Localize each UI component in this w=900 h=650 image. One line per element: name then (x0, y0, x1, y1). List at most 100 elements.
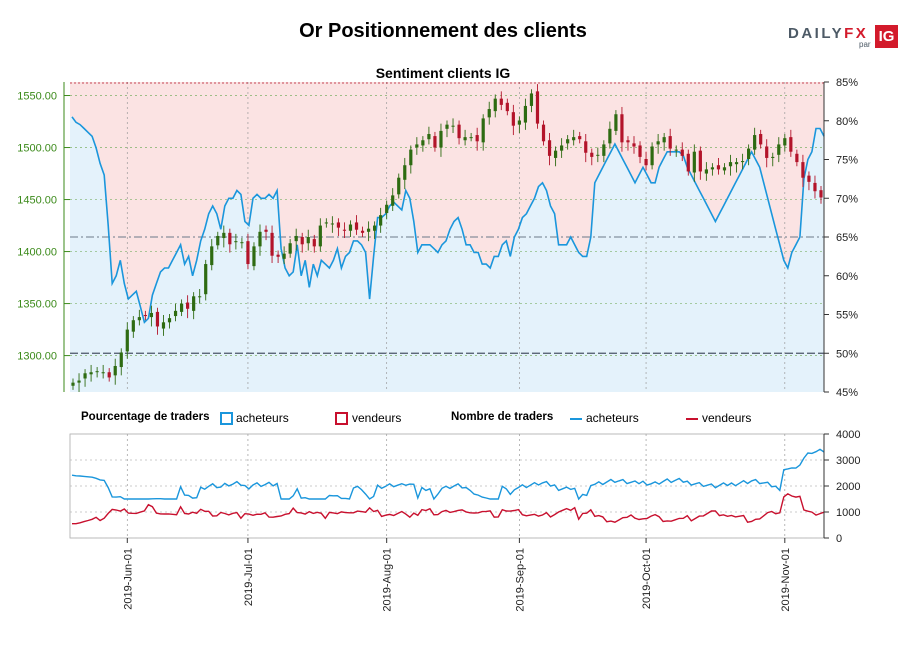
candle-body (801, 162, 805, 178)
candle-body (481, 118, 485, 143)
sentiment-axis-label: 85% (836, 77, 858, 89)
logo-wordmark: DAILYFX (788, 25, 868, 42)
candle-body (759, 134, 763, 145)
price-candle (95, 367, 99, 378)
candle-body (632, 143, 636, 147)
price-candle (469, 132, 473, 142)
price-candle (632, 136, 636, 154)
price-candle (523, 98, 528, 130)
price-candle (119, 348, 123, 376)
candle-body (626, 140, 630, 143)
price-candle (716, 157, 721, 175)
price-candle (626, 136, 630, 151)
candle-body (330, 223, 334, 225)
price-candle (71, 378, 75, 390)
candle-body (771, 156, 775, 158)
price-candle (312, 234, 316, 253)
price-candle (734, 157, 739, 173)
price-candle (493, 94, 497, 118)
candle-body (306, 237, 310, 244)
candle-body (258, 231, 262, 247)
price-candle (409, 145, 413, 174)
candle-body (113, 365, 117, 376)
price-candle (584, 134, 588, 163)
candle-body (789, 137, 793, 152)
price-candle (475, 127, 479, 151)
price-candle (324, 218, 328, 228)
price-candle (282, 246, 286, 265)
price-candle (198, 289, 202, 304)
legend-pct-short-swatch (335, 412, 348, 425)
price-candle (662, 132, 666, 151)
candle-body (89, 372, 93, 375)
price-candle (451, 118, 455, 133)
candle-body (167, 318, 172, 323)
price-candle (397, 173, 401, 199)
price-candle (222, 225, 226, 248)
candle-body (584, 141, 588, 153)
price-candle (228, 228, 232, 253)
legend-num-short: vendeurs (702, 411, 752, 425)
candle-body (668, 136, 672, 149)
date-axis-label: 2019-Jul-01 (243, 548, 255, 606)
candle-body (433, 136, 437, 148)
candle-body (783, 138, 787, 146)
candle-body (342, 229, 347, 231)
price-candle (511, 104, 515, 136)
candle-body (373, 225, 377, 231)
price-candle (252, 242, 256, 271)
candle-body (819, 190, 823, 198)
price-candle (433, 131, 437, 152)
candle-body (210, 246, 214, 266)
price-candle (801, 154, 805, 188)
price-candle (167, 313, 172, 329)
price-candle (578, 131, 582, 144)
candle-body (155, 311, 160, 327)
price-candle (143, 310, 147, 321)
candle-body (107, 372, 111, 378)
price-candle (330, 216, 334, 233)
candle-body (186, 302, 190, 309)
candle-body (493, 98, 497, 112)
candle-body (572, 137, 576, 141)
price-candle (686, 149, 690, 176)
candle-body (264, 229, 268, 232)
candle-body (765, 146, 769, 158)
candle-body (457, 124, 461, 139)
candle-body (578, 136, 582, 140)
candle-body (710, 167, 715, 170)
sentiment-axis-label: 75% (836, 155, 858, 167)
candle-body (360, 230, 365, 233)
candle-body (173, 310, 178, 317)
candle-body (716, 165, 721, 170)
price-candle (572, 129, 576, 146)
price-candle (728, 154, 733, 176)
candle-body (409, 149, 413, 166)
candle-body (487, 109, 491, 118)
candle-body (125, 329, 129, 352)
price-candle (258, 224, 262, 256)
candle-body (336, 222, 341, 228)
price-candle (179, 299, 184, 317)
price-candle (445, 120, 449, 138)
candle-body (753, 135, 757, 150)
price-candle (360, 226, 365, 237)
price-candle (379, 207, 383, 233)
sentiment-axis-label: 80% (836, 116, 858, 128)
sentiment-axis-label: 45% (836, 387, 858, 399)
logo-par-text: par (859, 40, 871, 49)
price-candle (149, 305, 154, 327)
candle-body (119, 352, 123, 368)
price-candle (155, 307, 160, 335)
candle-body (77, 380, 81, 383)
candle-body (379, 215, 383, 226)
candle-body (149, 312, 154, 318)
price-candle (89, 364, 93, 382)
price-candle (481, 114, 485, 151)
candle-body (734, 162, 739, 165)
short-sentiment-area (70, 82, 824, 323)
price-candle (427, 126, 431, 145)
price-candle (487, 101, 491, 125)
price-candle (306, 229, 310, 251)
price-candle (753, 127, 757, 155)
